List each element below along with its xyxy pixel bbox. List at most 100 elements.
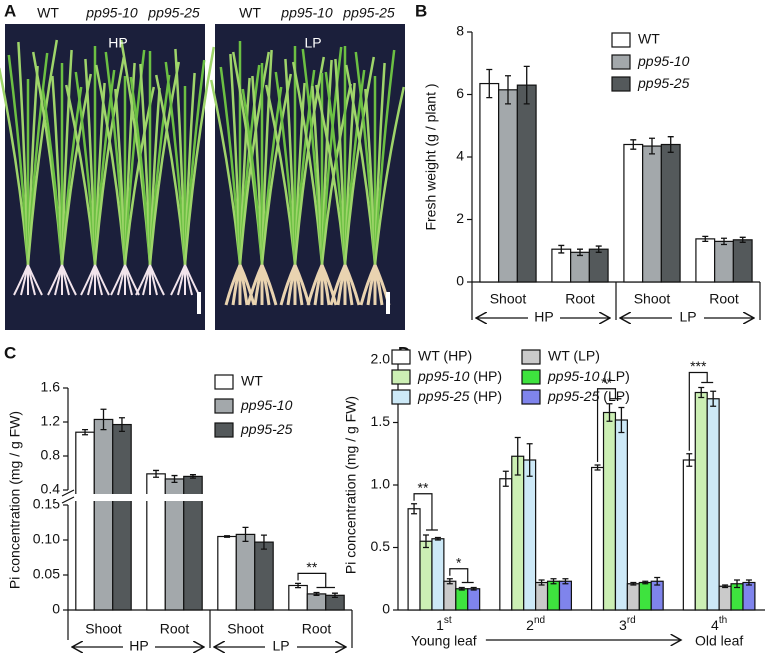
error-bar	[526, 443, 533, 477]
genotype-label: pp95-25	[342, 5, 395, 21]
bar	[590, 466, 605, 611]
x-tick-label: Root	[302, 621, 332, 637]
bar	[499, 478, 513, 611]
legend-label: WT	[638, 31, 660, 47]
error-bar	[630, 139, 637, 150]
error-bar	[606, 403, 613, 422]
significance-bracket	[449, 568, 474, 584]
legend-label: pp95-10 (HP)	[417, 368, 502, 384]
significance-label: **	[418, 479, 429, 495]
y-tick-label: 2.0	[371, 351, 391, 367]
leaf	[60, 73, 93, 266]
leaf-age-label: Young leaf	[411, 633, 477, 649]
root	[343, 264, 361, 306]
leaf	[183, 46, 216, 266]
group-label: HP	[534, 309, 553, 325]
root	[27, 264, 43, 296]
leaf	[260, 73, 293, 266]
bar	[254, 541, 274, 611]
x-tick-label: 3rd	[619, 615, 636, 633]
bar	[75, 431, 95, 611]
scale-bar	[197, 292, 201, 314]
legend-swatch	[391, 369, 411, 385]
error-bar	[514, 436, 521, 476]
significance-label: ***	[690, 358, 707, 374]
significance-bracket	[297, 572, 335, 589]
error-bar	[745, 579, 752, 586]
x-tick-label: Root	[565, 291, 595, 307]
error-bar	[594, 464, 601, 471]
panel-label: C	[4, 343, 16, 362]
y-tick-label: 0.4	[41, 481, 61, 497]
significance-label: **	[601, 374, 612, 390]
group-label: LP	[679, 309, 696, 325]
error-bar	[558, 244, 565, 254]
root	[94, 264, 110, 296]
bar	[419, 540, 433, 611]
y-tick-label: 0	[382, 601, 390, 617]
y-tick-label: 0.10	[33, 531, 60, 547]
legend-label: WT	[241, 373, 263, 389]
bar	[682, 459, 696, 611]
plants	[0, 39, 406, 306]
bar	[498, 89, 518, 283]
error-bar	[702, 235, 709, 243]
root	[260, 264, 278, 306]
root	[238, 264, 256, 306]
x-tick-label: Root	[160, 621, 190, 637]
significance-bracket	[596, 388, 622, 462]
bar	[443, 580, 457, 611]
photo-panel: A WT pp95-10 pp95-25 WT pp95-10 pp95-25 …	[0, 1, 406, 330]
error-bar	[577, 248, 583, 257]
y-tick-label: 1.6	[41, 379, 61, 395]
root	[61, 264, 77, 296]
legend-label: pp95-10	[240, 397, 293, 413]
break-mark	[61, 489, 75, 504]
scale-bar	[386, 292, 390, 314]
significance-bracket	[413, 493, 438, 531]
legend-swatch	[214, 398, 234, 414]
bar	[706, 398, 720, 611]
x-tick-label: 1st	[436, 615, 452, 633]
bar	[558, 580, 573, 611]
error-bar	[502, 470, 509, 487]
condition-label: HP	[108, 35, 127, 51]
significance-label: **	[306, 559, 317, 575]
bar	[431, 538, 445, 611]
error-bar	[739, 236, 746, 243]
error-bar	[153, 469, 160, 478]
legend-label: WT (HP)	[418, 348, 472, 364]
legend-label: pp95-10 (LP)	[547, 368, 630, 384]
condition-label: LP	[304, 35, 321, 51]
bar	[479, 82, 500, 283]
legend-swatch	[521, 389, 541, 405]
bar	[511, 455, 525, 611]
y-tick-label: 0.15	[33, 496, 60, 512]
legend-swatch	[214, 422, 234, 438]
bar	[551, 248, 572, 283]
bar	[602, 411, 617, 611]
x-tick-label: Shoot	[85, 621, 122, 637]
leaf	[148, 61, 181, 266]
error-bar	[434, 536, 441, 541]
leaf	[26, 39, 59, 266]
leaf	[373, 86, 406, 266]
y-tick-label: 0.5	[371, 538, 391, 554]
genotype-label: pp95-10	[280, 5, 333, 21]
significance-bracket	[688, 371, 714, 451]
legend-swatch	[611, 76, 631, 92]
error-bar	[710, 390, 717, 407]
bar	[516, 84, 537, 283]
x-tick-label: 4th	[711, 615, 727, 633]
bar	[694, 391, 708, 611]
error-bar	[550, 578, 557, 585]
bar	[732, 239, 753, 283]
genotype-label: pp95-25	[147, 5, 200, 21]
bar	[695, 238, 716, 283]
legend-label: pp95-25	[240, 421, 293, 437]
legend-swatch	[611, 32, 631, 48]
bar	[217, 535, 237, 611]
y-axis-label: Pi concentration (mg / g FW)	[343, 396, 359, 574]
error-bar	[595, 245, 602, 253]
